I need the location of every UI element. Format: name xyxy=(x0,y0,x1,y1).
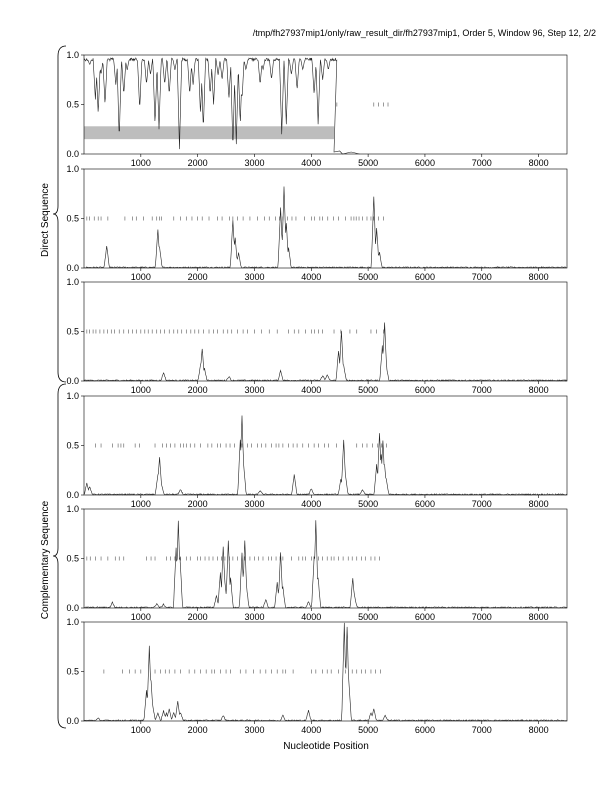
x-tick-label: 8000 xyxy=(529,272,549,282)
panel-2: 0.0 0.5 1.0 1000 2000 3000 4000 5000 6000 7000 800… xyxy=(66,164,568,282)
series-line xyxy=(83,322,568,382)
x-tick-label: 3000 xyxy=(244,272,264,282)
x-tick-label: 3000 xyxy=(244,385,264,395)
x-tick-label: 3000 xyxy=(244,725,264,735)
panel-6: 0.0 0.5 1.0 1000 2000 3000 4000 5000 6000 7000 800… xyxy=(66,617,568,735)
y-tick-label: 0.0 xyxy=(66,490,79,500)
x-tick-label: 7000 xyxy=(472,385,492,395)
x-tick-label: 6000 xyxy=(415,158,435,168)
x-tick-label: 2000 xyxy=(188,385,208,395)
y-tick-label: 0.0 xyxy=(66,603,79,613)
half-marks xyxy=(86,329,384,334)
x-tick-label: 4000 xyxy=(301,272,321,282)
x-tick-label: 1000 xyxy=(131,158,151,168)
x-tick-label: 3000 xyxy=(244,499,264,509)
file-header: /tmp/fh27937mip1/only/raw_result_dir/fh2… xyxy=(253,28,596,38)
series-line xyxy=(83,415,568,496)
y-tick-label: 0.0 xyxy=(66,716,79,726)
x-tick-label: 8000 xyxy=(529,385,549,395)
panel-1: 0.0 0.5 1.0 1000 2000 3000 4000 5000 6000 7000 800… xyxy=(66,50,568,168)
x-tick-label: 4000 xyxy=(301,158,321,168)
group-label-direct: Direct Sequence xyxy=(40,183,51,257)
x-tick-label: 4000 xyxy=(301,499,321,509)
half-marks xyxy=(86,556,380,561)
x-tick-label: 1000 xyxy=(131,385,151,395)
group-braces xyxy=(52,45,67,729)
x-axis-label: Nucleotide Position xyxy=(283,741,369,752)
brace-direct xyxy=(52,45,67,383)
x-tick-label: 4000 xyxy=(301,612,321,622)
panel-5: 0.0 0.5 1.0 1000 2000 3000 4000 5000 6000 7000 800… xyxy=(66,504,568,622)
x-tick-label: 5000 xyxy=(358,272,378,282)
x-tick-label: 7000 xyxy=(472,499,492,509)
x-tick-label: 6000 xyxy=(415,499,435,509)
panel-4: 0.0 0.5 1.0 1000 2000 3000 4000 5000 6000 7000 800… xyxy=(66,391,568,509)
y-tick-label: 0.0 xyxy=(66,149,79,159)
x-tick-label: 5000 xyxy=(358,725,378,735)
y-tick-label: 1.0 xyxy=(66,50,79,60)
series-line xyxy=(83,186,567,269)
series-line xyxy=(83,622,568,722)
y-tick-label: 0.5 xyxy=(66,327,79,337)
panels: 0.0 0.5 1.0 1000 2000 3000 4000 5000 6000 7000 800… xyxy=(66,50,568,735)
x-tick-label: 1000 xyxy=(131,499,151,509)
x-tick-label: 7000 xyxy=(472,272,492,282)
y-tick-label: 0.5 xyxy=(66,214,79,224)
x-tick-label: 6000 xyxy=(415,272,435,282)
x-tick-label: 6000 xyxy=(415,612,435,622)
x-tick-label: 2000 xyxy=(188,272,208,282)
x-tick-label: 2000 xyxy=(188,158,208,168)
y-tick-label: 1.0 xyxy=(66,164,79,174)
x-tick-label: 3000 xyxy=(244,158,264,168)
x-tick-label: 1000 xyxy=(131,612,151,622)
y-tick-label: 0.5 xyxy=(66,667,79,677)
x-tick-label: 5000 xyxy=(358,612,378,622)
x-tick-label: 5000 xyxy=(358,158,378,168)
x-tick-label: 4000 xyxy=(301,725,321,735)
x-tick-label: 5000 xyxy=(358,385,378,395)
x-tick-label: 1000 xyxy=(131,725,151,735)
x-tick-label: 1000 xyxy=(131,272,151,282)
half-marks xyxy=(336,102,389,107)
x-tick-label: 7000 xyxy=(472,725,492,735)
series-line xyxy=(84,520,568,609)
plot-frame xyxy=(83,508,568,609)
x-tick-label: 7000 xyxy=(472,612,492,622)
x-tick-label: 8000 xyxy=(529,725,549,735)
x-tick-label: 4000 xyxy=(301,385,321,395)
panel-3: 0.0 0.5 1.0 1000 2000 3000 4000 5000 6000 7000 800… xyxy=(66,277,568,395)
group-label-complementary: Complementary Sequence xyxy=(40,500,51,619)
x-tick-label: 5000 xyxy=(358,499,378,509)
y-tick-label: 0.0 xyxy=(66,376,79,386)
y-tick-label: 1.0 xyxy=(66,617,79,627)
half-marks xyxy=(95,443,387,448)
y-tick-label: 1.0 xyxy=(66,391,79,401)
x-tick-label: 2000 xyxy=(188,499,208,509)
y-tick-label: 1.0 xyxy=(66,277,79,287)
y-tick-label: 1.0 xyxy=(66,504,79,514)
half-marks xyxy=(86,216,384,221)
series-line xyxy=(83,57,360,155)
plot-frame xyxy=(83,621,568,722)
shaded-band xyxy=(84,126,335,140)
x-tick-label: 2000 xyxy=(188,725,208,735)
x-tick-label: 8000 xyxy=(529,499,549,509)
x-tick-label: 2000 xyxy=(188,612,208,622)
plot-frame xyxy=(83,395,568,496)
x-tick-label: 7000 xyxy=(472,158,492,168)
x-tick-label: 8000 xyxy=(529,612,549,622)
x-tick-label: 8000 xyxy=(529,158,549,168)
half-marks xyxy=(103,669,381,674)
y-tick-label: 0.5 xyxy=(66,554,79,564)
y-tick-label: 0.5 xyxy=(66,100,79,110)
x-tick-label: 6000 xyxy=(415,385,435,395)
y-tick-label: 0.0 xyxy=(66,263,79,273)
x-tick-label: 6000 xyxy=(415,725,435,735)
y-tick-label: 0.5 xyxy=(66,441,79,451)
x-tick-label: 3000 xyxy=(244,612,264,622)
brace-complementary xyxy=(52,383,67,729)
